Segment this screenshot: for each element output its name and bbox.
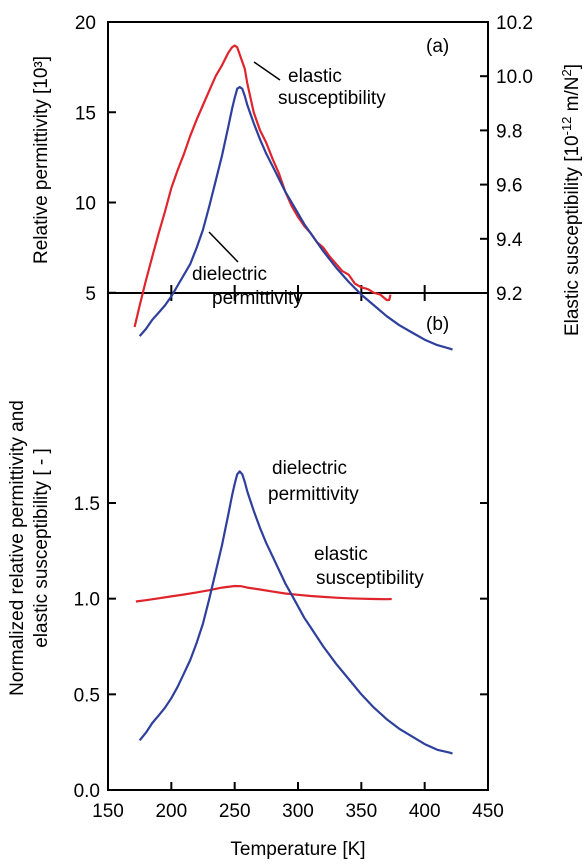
y-tick-label-left-a: 15 xyxy=(75,103,96,124)
annotation-dielectric-line2-a: permittivity xyxy=(212,288,303,309)
y-tick-label-left-a: 20 xyxy=(75,13,96,34)
x-tick-label: 350 xyxy=(345,801,377,822)
annotation-elastic-line1-b: elastic xyxy=(314,544,368,565)
panel-b-label: (b) xyxy=(426,314,449,335)
x-tick-label: 200 xyxy=(155,801,187,822)
axes-layer: 5 10 15 20 9.2 9.4 9.6 9.8 10.0 10.2 0.0 0.5 1.0 1.5 1… xyxy=(74,13,533,822)
y-tick-label-b: 0.0 xyxy=(74,781,100,802)
series-line-elastic-b xyxy=(135,584,392,603)
annotation-dielectric-line1-a: dielectric xyxy=(192,264,267,285)
annotation-elastic-line1-a: elastic xyxy=(288,66,342,87)
y-tick-label-right-a: 10.2 xyxy=(496,13,533,34)
annotation-elastic-line2-b: susceptibility xyxy=(316,568,424,589)
y-tick-label-right-a: 9.2 xyxy=(496,284,522,305)
x-axis-title: Temperature [K] xyxy=(230,839,365,860)
x-tick-label: 300 xyxy=(282,801,314,822)
y-tick-label-b: 1.0 xyxy=(74,590,100,611)
x-tick-label: 400 xyxy=(409,801,441,822)
y-tick-label-left-a: 5 xyxy=(85,284,96,305)
y-tick-label-b: 0.5 xyxy=(74,685,100,706)
x-tick-label: 450 xyxy=(472,801,504,822)
series-line-dielectric-a xyxy=(138,85,453,351)
panel-a-frame xyxy=(107,21,489,294)
y-tick-label-right-a: 9.4 xyxy=(496,230,523,251)
y-tick-label-right-a: 9.6 xyxy=(496,176,522,197)
y-tick-label-b: 1.5 xyxy=(74,494,100,515)
y-tick-label-right-a: 10.0 xyxy=(496,67,533,88)
series-line-elastic-a xyxy=(133,44,392,328)
y-tick-label-right-a: 9.8 xyxy=(496,121,522,142)
series-layer xyxy=(133,44,453,755)
y-axis-title-left-a: Relative permittivity [10³] xyxy=(31,56,52,264)
series-line-dielectric-b xyxy=(138,470,453,755)
y-tick-label-left-a: 10 xyxy=(75,194,96,215)
annotation-dielectric-line1-b: dielectric xyxy=(272,458,347,479)
annotation-elastic-line2-a: susceptibility xyxy=(278,88,386,109)
y-axis-title-line2-b: elastic susceptibility [ - ] xyxy=(31,448,52,648)
panel-b-frame xyxy=(107,292,489,791)
annotation-dielectric-line2-b: permittivity xyxy=(268,484,359,505)
elastic-leader-line-a xyxy=(253,61,281,81)
y-axis-title-line1-b: Normalized relative permittivity and xyxy=(7,400,28,696)
y-axis-title-right-a: Elastic susceptibility [10-12 m/N2] xyxy=(559,64,583,336)
dielectric-leader-line-a xyxy=(208,231,239,263)
x-tick-label: 250 xyxy=(219,801,251,822)
x-tick-label: 150 xyxy=(92,801,124,822)
panel-a-label: (a) xyxy=(426,36,449,57)
